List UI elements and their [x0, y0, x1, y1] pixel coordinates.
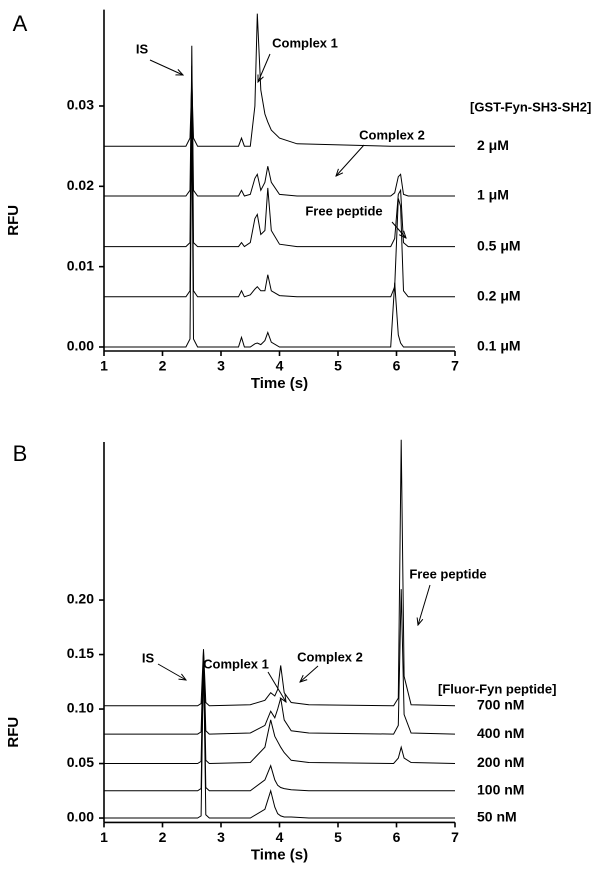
x-tick-label: 3	[217, 829, 225, 845]
annotation: Complex 1	[272, 35, 338, 50]
arrow	[157, 663, 186, 680]
annotation: Complex 1	[203, 656, 269, 671]
trace	[104, 13, 455, 147]
series-label: 100 nM	[477, 781, 524, 797]
y-tick-label: 0.00	[67, 338, 94, 354]
series-label: 2 μM	[477, 137, 509, 153]
trace	[104, 654, 456, 765]
series-label: 0.1 μM	[477, 338, 521, 354]
x-tick-label: 7	[451, 829, 459, 845]
x-tick-label: 3	[217, 358, 225, 374]
trace	[104, 117, 455, 348]
x-axis-label: Time (s)	[251, 846, 308, 863]
x-tick-label: 2	[159, 829, 167, 845]
panel-label: B	[13, 441, 28, 466]
annotation: Free peptide	[409, 566, 486, 581]
y-tick-label: 0.03	[67, 97, 94, 113]
arrow	[149, 59, 183, 75]
x-tick-label: 1	[100, 358, 108, 374]
y-tick-label: 0.20	[67, 591, 94, 607]
series-label: 50 nM	[477, 809, 517, 825]
arrow	[336, 144, 365, 176]
legend-title: [GST-Fyn-SH3-SH2]	[470, 99, 591, 114]
y-tick-label: 0.00	[67, 809, 94, 825]
y-tick-label: 0.10	[67, 700, 94, 716]
y-tick-label: 0.02	[67, 177, 94, 193]
x-tick-label: 4	[276, 358, 284, 374]
arrow	[258, 53, 271, 82]
series-label: 700 nM	[477, 696, 524, 712]
x-tick-label: 6	[393, 358, 401, 374]
annotation: Free peptide	[305, 203, 382, 218]
x-tick-label: 4	[276, 829, 284, 845]
series-label: 0.5 μM	[477, 237, 521, 253]
x-axis-label: Time (s)	[251, 375, 308, 392]
series-label: 1 μM	[477, 187, 509, 203]
x-tick-label: 7	[451, 358, 459, 374]
series-label: 400 nM	[477, 725, 524, 741]
x-tick-label: 5	[334, 829, 342, 845]
x-tick-label: 6	[393, 829, 401, 845]
annotation: Complex 2	[359, 127, 425, 142]
arrow	[267, 671, 286, 702]
series-label: 0.2 μM	[477, 287, 521, 303]
annotation: IS	[142, 650, 155, 665]
x-tick-label: 2	[159, 358, 167, 374]
trace	[104, 439, 456, 707]
y-tick-label: 0.05	[67, 754, 94, 770]
y-tick-label: 0.01	[67, 257, 94, 273]
arrow	[418, 584, 431, 625]
y-tick-label: 0.15	[67, 645, 94, 661]
trace	[104, 654, 455, 819]
y-axis-label: RFU	[5, 717, 22, 748]
annotation: IS	[136, 41, 149, 56]
arrow	[300, 665, 319, 682]
series-label: 200 nM	[477, 754, 524, 770]
annotation: Complex 2	[297, 649, 363, 664]
legend-title: [Fluor-Fyn peptide]	[438, 681, 556, 696]
arrow	[391, 221, 406, 238]
x-tick-label: 5	[334, 358, 342, 374]
y-axis-label: RFU	[5, 205, 22, 236]
trace	[104, 589, 456, 735]
x-tick-label: 1	[100, 829, 108, 845]
panel-label: A	[13, 11, 28, 36]
